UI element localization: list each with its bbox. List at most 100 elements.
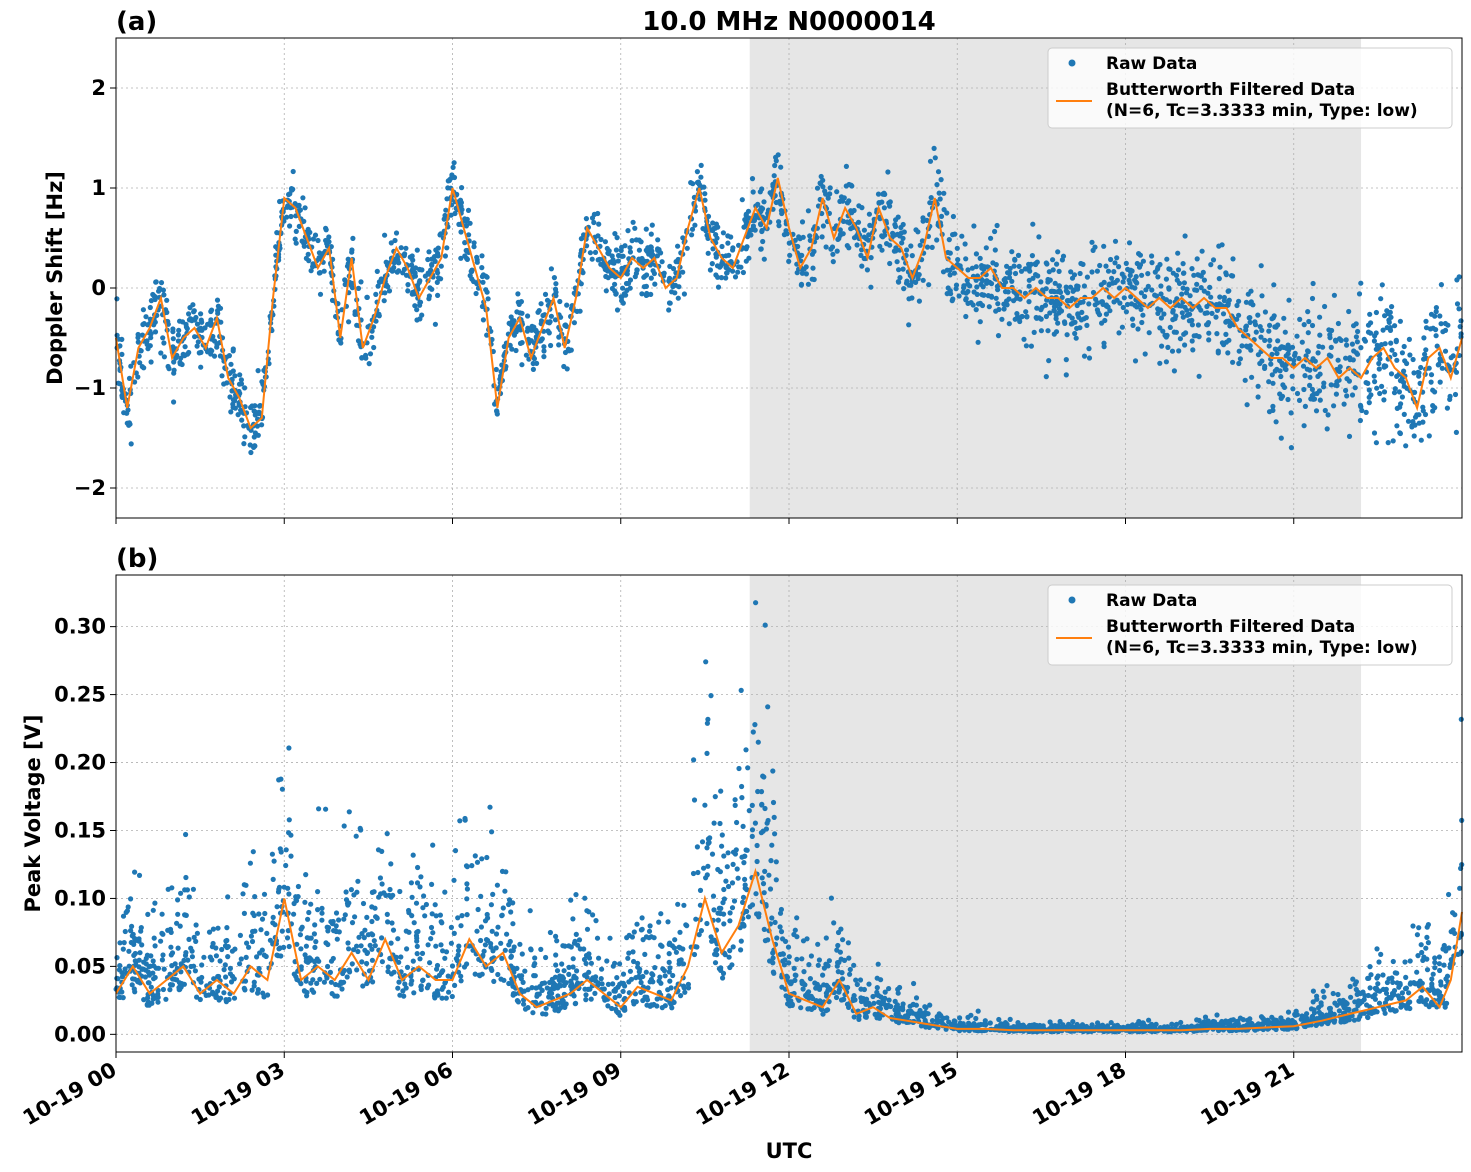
- raw-data-point: [187, 305, 193, 311]
- raw-data-point: [1194, 1017, 1200, 1023]
- raw-data-point: [558, 983, 564, 989]
- raw-data-point: [1344, 342, 1350, 348]
- raw-data-point: [191, 309, 197, 315]
- raw-data-point: [1437, 356, 1443, 362]
- raw-data-point: [1057, 289, 1064, 295]
- raw-data-point: [385, 284, 391, 290]
- raw-data-point: [965, 267, 971, 273]
- raw-data-point: [1001, 277, 1007, 283]
- raw-data-point: [1394, 423, 1400, 429]
- raw-data-point: [269, 851, 275, 857]
- raw-data-point: [274, 904, 280, 910]
- raw-data-point: [1442, 348, 1449, 354]
- raw-data-point: [479, 303, 485, 310]
- raw-data-point: [820, 1011, 826, 1017]
- raw-data-point: [1020, 1022, 1026, 1028]
- raw-data-point: [758, 789, 765, 795]
- raw-data-point: [1320, 988, 1326, 994]
- raw-data-point: [885, 169, 891, 175]
- raw-data-point: [131, 941, 137, 948]
- raw-data-point: [1214, 307, 1220, 313]
- raw-data-point: [786, 960, 792, 966]
- raw-data-point: [278, 953, 284, 959]
- raw-data-point: [1277, 368, 1283, 374]
- raw-data-point: [700, 226, 706, 232]
- raw-data-point: [217, 958, 223, 964]
- raw-data-point: [1223, 331, 1229, 337]
- raw-data-point: [705, 716, 711, 723]
- raw-data-point: [403, 985, 409, 991]
- raw-data-point: [689, 226, 696, 232]
- raw-data-point: [285, 203, 291, 209]
- raw-data-point: [613, 290, 619, 297]
- raw-data-point: [1023, 343, 1029, 349]
- raw-data-point: [980, 284, 986, 290]
- raw-data-point: [1380, 972, 1386, 978]
- raw-data-point: [630, 219, 636, 225]
- raw-data-point: [833, 994, 840, 1001]
- raw-data-point: [644, 290, 650, 297]
- raw-data-point: [592, 990, 598, 997]
- raw-data-point: [1304, 1011, 1310, 1017]
- raw-data-point: [677, 929, 683, 935]
- raw-data-point: [334, 936, 340, 942]
- raw-data-point: [1043, 313, 1049, 320]
- raw-data-point: [1262, 363, 1268, 369]
- raw-data-point: [1024, 313, 1030, 320]
- raw-data-point: [510, 320, 516, 326]
- raw-data-point: [1182, 342, 1188, 348]
- raw-data-point: [1437, 379, 1443, 385]
- raw-data-point: [1341, 401, 1347, 407]
- raw-data-point: [1424, 967, 1431, 973]
- raw-data-point: [643, 969, 649, 975]
- raw-data-point: [341, 823, 347, 829]
- raw-data-point: [1410, 419, 1416, 425]
- raw-data-point: [170, 329, 176, 335]
- raw-data-point: [443, 995, 449, 1001]
- raw-data-point: [227, 394, 233, 400]
- raw-data-point: [1294, 390, 1301, 397]
- raw-data-point: [1006, 275, 1013, 281]
- raw-data-point: [277, 846, 283, 852]
- raw-data-point: [364, 950, 370, 957]
- raw-data-point: [1209, 310, 1215, 316]
- raw-data-point: [1418, 996, 1424, 1002]
- raw-data-point: [271, 858, 277, 864]
- raw-data-point: [962, 241, 968, 247]
- raw-data-point: [1068, 298, 1074, 304]
- raw-data-point: [158, 280, 165, 286]
- raw-data-point: [395, 985, 401, 991]
- raw-data-point: [1336, 1008, 1342, 1014]
- raw-data-point: [239, 417, 245, 423]
- raw-data-point: [614, 307, 621, 313]
- raw-data-point: [402, 251, 408, 257]
- raw-data-point: [847, 971, 853, 977]
- raw-data-point: [607, 259, 614, 265]
- raw-data-point: [866, 211, 873, 217]
- raw-data-point: [1456, 306, 1462, 312]
- raw-data-point: [680, 946, 686, 952]
- raw-data-point: [146, 1002, 152, 1008]
- raw-data-point: [355, 948, 361, 955]
- raw-data-point: [164, 297, 170, 303]
- raw-data-point: [750, 223, 757, 229]
- raw-data-point: [743, 747, 749, 753]
- raw-data-point: [284, 214, 290, 220]
- raw-data-point: [727, 964, 733, 971]
- raw-data-point: [449, 993, 455, 1000]
- raw-data-point: [613, 247, 620, 253]
- raw-data-point: [786, 258, 792, 264]
- raw-data-point: [726, 954, 732, 960]
- raw-data-point: [1036, 234, 1042, 240]
- raw-data-point: [749, 176, 756, 182]
- raw-data-point: [1444, 405, 1450, 411]
- raw-data-point: [1432, 389, 1438, 395]
- raw-data-point: [1430, 408, 1436, 414]
- raw-data-point: [186, 311, 192, 317]
- raw-data-point: [183, 950, 189, 956]
- raw-data-point: [1301, 322, 1307, 328]
- raw-data-point: [336, 917, 342, 923]
- raw-data-point: [494, 411, 500, 417]
- raw-data-point: [169, 963, 175, 969]
- raw-data-point: [1190, 347, 1196, 353]
